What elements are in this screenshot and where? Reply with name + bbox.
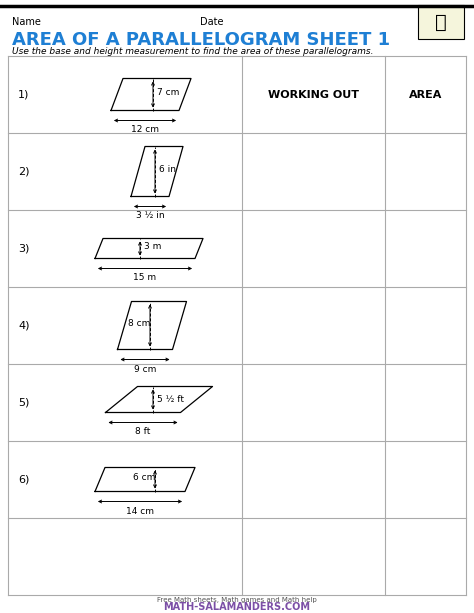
Text: 5 ½ ft: 5 ½ ft [157,395,184,404]
Text: MATH-SALAMANDERS.COM: MATH-SALAMANDERS.COM [164,602,310,612]
Text: 9 cm: 9 cm [134,365,156,373]
Text: 8 cm: 8 cm [128,319,150,328]
Text: 2): 2) [18,167,29,177]
Text: 6): 6) [18,474,29,484]
Text: 5): 5) [18,397,29,408]
Text: 15 m: 15 m [134,273,156,283]
Text: WORKING OUT: WORKING OUT [268,89,359,99]
Text: 3 ½ in: 3 ½ in [136,211,164,221]
Text: 1): 1) [18,89,29,99]
Text: 📐: 📐 [435,12,447,31]
FancyBboxPatch shape [418,5,464,39]
Text: 6 in: 6 in [159,165,176,174]
Text: 6 cm: 6 cm [133,473,155,482]
Text: 3): 3) [18,243,29,254]
Text: 7 cm: 7 cm [157,88,179,97]
Text: 4): 4) [18,321,29,330]
Text: 8 ft: 8 ft [135,427,151,436]
Text: Name: Name [12,17,41,27]
Text: AREA OF A PARALLELOGRAM SHEET 1: AREA OF A PARALLELOGRAM SHEET 1 [12,31,390,49]
Text: Free Math sheets, Math games and Math help: Free Math sheets, Math games and Math he… [157,597,317,603]
Text: 14 cm: 14 cm [126,506,154,516]
Text: Date: Date [200,17,224,27]
Text: 3 m: 3 m [144,242,161,251]
Text: AREA: AREA [409,89,442,99]
Text: 12 cm: 12 cm [131,126,159,134]
Text: Use the base and height measurement to find the area of these parallelograms.: Use the base and height measurement to f… [12,47,374,56]
